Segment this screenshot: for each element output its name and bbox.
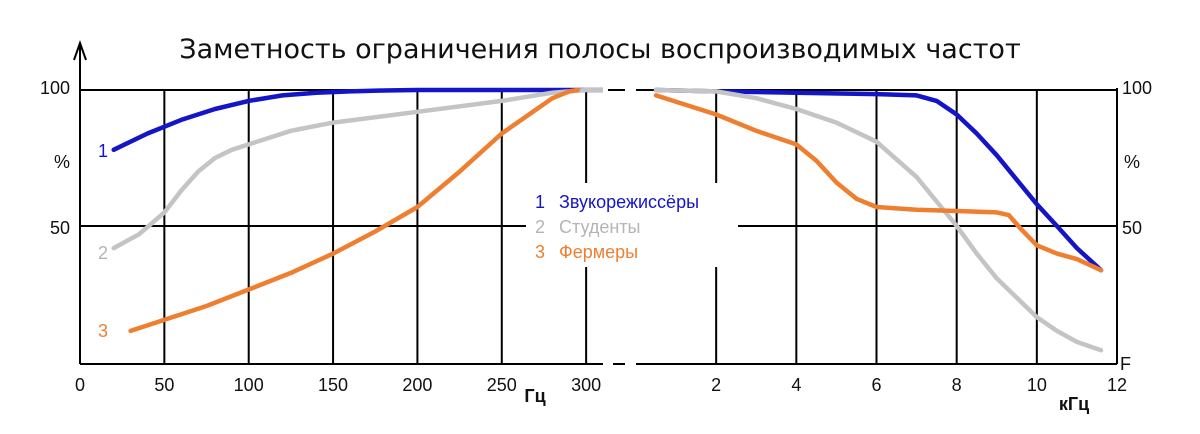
x-tick-high-6: 6 bbox=[871, 375, 881, 395]
legend-key-3: 3 bbox=[535, 242, 545, 262]
x-tick-low-50: 50 bbox=[154, 375, 174, 395]
x-tick-low-300: 300 bbox=[571, 375, 601, 395]
y-tick-right-100: 100 bbox=[1122, 78, 1152, 98]
x-unit-low: Гц bbox=[524, 386, 545, 406]
y-tick-left-50: 50 bbox=[50, 218, 70, 238]
x-unit-high: кГц bbox=[1059, 394, 1089, 414]
legend-entry-2: 2 Студенты bbox=[535, 217, 641, 237]
x-tick-high-12: 12 bbox=[1107, 375, 1127, 395]
x-tick-low-200: 200 bbox=[402, 375, 432, 395]
curves bbox=[111, 86, 1104, 353]
legend-entry-1: 1 Звукорежиссёры bbox=[535, 192, 699, 212]
y-axis-arrow bbox=[73, 39, 87, 61]
series-1-low-line bbox=[111, 87, 606, 153]
axis-ticks: 0 50 100 150 200 250 300 2 4 6 8 10 12 bbox=[75, 375, 1127, 395]
y-label-right: % bbox=[1124, 152, 1140, 172]
axis-break-gap-left bbox=[603, 86, 608, 94]
x-tick-low-250: 250 bbox=[487, 375, 517, 395]
series-1-high-line bbox=[653, 87, 1104, 273]
x-tick-low-0: 0 bbox=[75, 375, 85, 395]
x-tick-high-2: 2 bbox=[711, 375, 721, 395]
legend-label-3: Фермеры bbox=[559, 242, 638, 262]
legend-key-1: 1 bbox=[535, 192, 545, 212]
x-tick-high-8: 8 bbox=[952, 375, 962, 395]
y-tick-right-50: 50 bbox=[1122, 218, 1142, 238]
x-tick-low-100: 100 bbox=[234, 375, 264, 395]
legend-label-2: Студенты bbox=[559, 217, 640, 237]
y-tick-left-100: 100 bbox=[40, 78, 70, 98]
legend: 1 Звукорежиссёры 2 Студенты 3 Фермеры bbox=[526, 183, 738, 267]
x-tick-high-4: 4 bbox=[791, 375, 801, 395]
legend-background bbox=[526, 183, 738, 267]
x-tick-high-10: 10 bbox=[1027, 375, 1047, 395]
y-axis-letter: F bbox=[1120, 354, 1131, 374]
series-3-high-line bbox=[653, 93, 1104, 273]
legend-entry-3: 3 Фермеры bbox=[535, 242, 638, 262]
series-label-3: 3 bbox=[98, 321, 108, 341]
y-label-left: % bbox=[54, 152, 70, 172]
series-2-low-line bbox=[111, 87, 606, 251]
series-2-high-line bbox=[653, 87, 1104, 353]
series-label-1: 1 bbox=[98, 141, 108, 161]
legend-label-1: Звукорежиссёры bbox=[559, 192, 699, 212]
x-tick-low-150: 150 bbox=[318, 375, 348, 395]
series-label-2: 2 bbox=[98, 243, 108, 263]
axis-break-gap-right bbox=[625, 86, 636, 94]
series-3-low-line bbox=[128, 87, 580, 334]
legend-key-2: 2 bbox=[535, 217, 545, 237]
chart-title: Заметность ограничения полосы воспроизво… bbox=[179, 34, 1020, 65]
